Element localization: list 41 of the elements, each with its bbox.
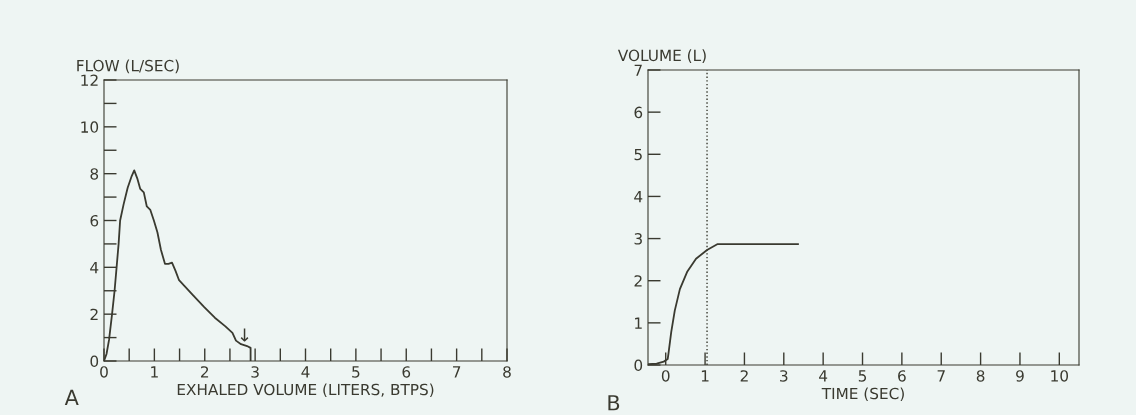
- x-tick-label: 8: [503, 366, 511, 378]
- x-tick-label: 0: [661, 370, 670, 382]
- x-tick-label: 6: [402, 366, 411, 378]
- x-tick-label: 7: [937, 370, 945, 382]
- y-tick-label: 3: [634, 233, 642, 245]
- x-tick-label: 4: [301, 366, 310, 378]
- y-tick-label: 7: [634, 64, 642, 76]
- y-tick-label: 2: [634, 275, 642, 287]
- x-tick-label: 5: [352, 366, 360, 378]
- y-tick-label: 4: [634, 191, 643, 203]
- y-tick-label: 10: [81, 121, 99, 133]
- y-axis-title: VOLUME (L): [617, 49, 706, 63]
- x-axis-title: EXHALED VOLUME (LITERS, BTPS): [177, 383, 434, 398]
- y-tick-label: 6: [634, 106, 643, 119]
- y-tick-label: 6: [90, 214, 99, 227]
- x-tick-label: 10: [1051, 370, 1069, 382]
- annotation: ↓: [240, 328, 249, 342]
- text: A: [64, 389, 79, 405]
- x-tick-label: 7: [453, 366, 461, 378]
- y-tick-label: 2: [90, 308, 98, 320]
- x-tick-label: 4: [819, 370, 828, 382]
- x-tick-label: 9: [1016, 370, 1024, 382]
- y-tick-label: 8: [90, 168, 99, 180]
- x-tick-label: 2: [201, 366, 209, 378]
- text: B: [608, 395, 620, 411]
- x-tick-label: 8: [976, 370, 985, 382]
- x-tick-label: 6: [898, 370, 906, 382]
- y-tick-label: 0: [90, 355, 99, 368]
- x-tick-label: 3: [251, 366, 259, 378]
- y-tick-label: 12: [81, 74, 98, 86]
- x-axis-title: TIME (SEC): [821, 387, 904, 402]
- x-tick-label: 0: [100, 366, 108, 378]
- x-tick-label: 3: [780, 370, 788, 382]
- y-tick-label: 5: [634, 148, 642, 161]
- x-tick-label: 1: [151, 366, 158, 378]
- y-tick-label: 4: [90, 262, 99, 274]
- y-tick-label: 1: [635, 317, 642, 329]
- x-tick-label: 2: [740, 370, 748, 382]
- x-tick-label: 1: [701, 370, 709, 382]
- y-axis-title: FLOW (L/SEC): [77, 59, 179, 74]
- x-tick-label: 5: [858, 370, 867, 382]
